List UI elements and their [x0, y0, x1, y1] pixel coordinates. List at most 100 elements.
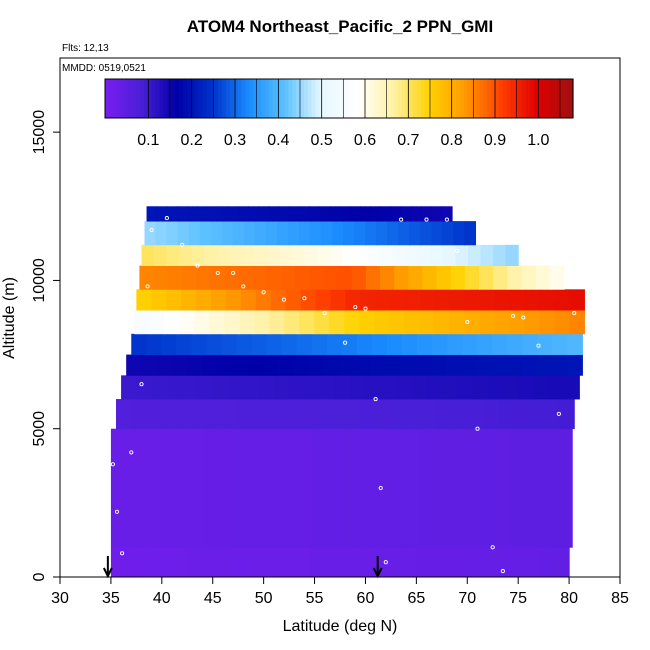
heatmap-cell: [252, 265, 268, 290]
heatmap-cell: [508, 547, 524, 578]
heatmap-cell: [447, 333, 463, 355]
heatmap-cell: [324, 547, 341, 578]
heatmap-cell: [263, 354, 279, 376]
heatmap-cell: [445, 354, 462, 376]
colorbar-swatch: [190, 79, 196, 118]
y-tick-label: 5000: [31, 411, 48, 447]
colorbar-swatch: [171, 79, 176, 118]
colorbar-swatch: [140, 79, 145, 118]
heatmap-cell: [409, 221, 421, 246]
colorbar-tick-label: 0.6: [354, 132, 376, 149]
colorbar-swatch: [225, 79, 231, 118]
heatmap-cell: [442, 244, 456, 266]
colorbar-swatch: [498, 79, 504, 118]
colorbar-swatch: [397, 79, 402, 118]
flights-label: Flts: 12,13: [62, 43, 109, 54]
heatmap-cell: [309, 221, 322, 246]
heatmap-cell: [403, 428, 419, 548]
heatmap-cell: [151, 289, 167, 311]
colorbar-swatch: [280, 79, 285, 118]
flight-track-point: [399, 217, 404, 222]
heatmap-cell: [179, 244, 193, 266]
heatmap-cell: [203, 428, 220, 548]
heatmap-cell: [326, 428, 343, 548]
heatmap-cell: [460, 354, 477, 376]
heatmap-cell: [390, 206, 402, 222]
x-tick-label: 35: [102, 590, 120, 607]
flight-track-point: [383, 560, 388, 565]
heatmap-cell: [172, 428, 189, 548]
colorbar-swatch: [389, 79, 395, 118]
heatmap-cell: [141, 354, 158, 376]
heatmap-cell: [567, 333, 583, 355]
heatmap-cell: [441, 375, 458, 400]
heatmap-cell: [141, 547, 158, 578]
heatmap-cell: [464, 310, 480, 335]
colorbar-swatch: [506, 79, 512, 118]
x-tick-label: 75: [509, 590, 527, 607]
heatmap-cell: [479, 265, 494, 290]
heatmap-cell: [293, 354, 310, 376]
colorbar-swatch: [424, 79, 430, 118]
colorbar-swatch: [483, 79, 488, 118]
heatmap-cell: [110, 428, 127, 548]
heatmap-cell: [268, 206, 280, 222]
heatmap-cell: [221, 221, 234, 246]
heatmap-cell: [202, 547, 219, 578]
heatmap-cell: [345, 399, 361, 430]
heatmap-cell: [177, 221, 190, 246]
heatmap-cell: [360, 206, 372, 222]
heatmap-cell: [266, 333, 283, 355]
heatmap-cell: [315, 289, 332, 311]
x-tick-label: 55: [306, 590, 324, 607]
heatmap-cell: [480, 244, 494, 266]
heatmap-cell: [354, 244, 369, 266]
x-tick-label: 45: [204, 590, 222, 607]
heatmap-cell: [172, 547, 188, 578]
colorbar-swatch: [537, 79, 543, 118]
heatmap-cell: [502, 375, 519, 400]
heatmap-cell: [386, 333, 403, 355]
colorbar-swatch: [128, 79, 133, 118]
heatmap-cell: [136, 289, 152, 311]
colorbar-swatch: [311, 79, 317, 118]
colorbar-tick-label: 0.7: [397, 132, 419, 149]
heatmap-cell: [181, 289, 197, 311]
heatmap-cell: [199, 221, 212, 246]
flight-track-point: [556, 411, 561, 416]
heatmap-cell: [369, 354, 386, 376]
heatmap-cell: [406, 399, 423, 430]
heatmap-cell: [497, 399, 514, 430]
colorbar-swatch: [214, 79, 219, 118]
colorbar-swatch: [183, 79, 188, 118]
heatmap-cell: [284, 310, 300, 335]
heatmap-cell: [251, 333, 268, 355]
heatmap-cell: [287, 221, 300, 246]
heatmap-cell: [253, 399, 270, 430]
colorbar-swatch: [144, 79, 149, 118]
heatmap-cell: [298, 221, 311, 246]
colorbar-swatch: [413, 79, 418, 118]
heatmap-cell: [151, 375, 168, 400]
colorbar-tick-label: 1.0: [527, 132, 549, 149]
heatmap-cell: [225, 289, 242, 311]
colorbar-tick-label: 0.9: [484, 132, 506, 149]
heatmap-cell: [549, 265, 565, 290]
heatmap-cell: [136, 375, 153, 400]
flight-track-point: [322, 311, 327, 316]
heatmap-cell: [554, 289, 571, 311]
heatmap-cell: [131, 399, 148, 430]
colorbar-swatch: [385, 79, 391, 118]
heatmap-cell: [398, 221, 410, 246]
heatmap-cell: [243, 221, 256, 246]
heatmap-cell: [166, 244, 180, 266]
colorbar-swatch: [405, 79, 410, 118]
colorbar-swatch: [459, 79, 465, 118]
heatmap-cell: [177, 399, 193, 430]
colorbar-swatch: [284, 79, 289, 118]
colorbar-swatch: [307, 79, 313, 118]
colorbar-swatch: [526, 79, 531, 118]
heatmap-cell: [164, 310, 180, 335]
heatmap-cell: [217, 206, 229, 222]
colorbar-swatch: [241, 79, 246, 118]
